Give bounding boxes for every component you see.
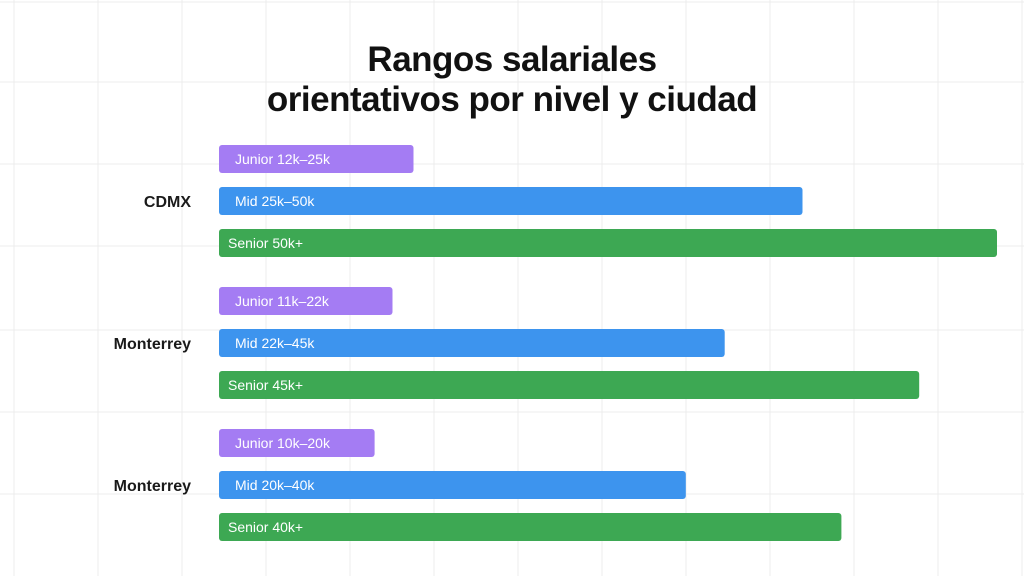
bar-junior	[219, 145, 414, 173]
bar-mid	[219, 187, 803, 215]
bar-label: Senior 45k+	[228, 377, 303, 393]
bar-label: Junior 11k–22k	[235, 293, 330, 309]
city-label: Monterrey	[114, 478, 191, 495]
bar-junior	[219, 429, 375, 457]
bar-label: Senior 50k+	[228, 235, 303, 251]
bar-mid	[219, 329, 725, 357]
bar-junior	[219, 287, 393, 315]
city-label: CDMX	[144, 194, 191, 211]
bar-label: Mid 22k–45k	[235, 335, 315, 351]
bar-label: Mid 20k–40k	[235, 477, 315, 493]
bar-mid	[219, 471, 686, 499]
bar-label: Senior 40k+	[228, 519, 303, 535]
city-label: Monterrey	[114, 336, 191, 353]
chart-title: Rangos salariales orientativos por nivel…	[0, 40, 1024, 120]
bar-senior	[219, 229, 997, 257]
bar-label: Mid 25k–50k	[235, 193, 315, 209]
bar-label: Junior 12k–25k	[235, 151, 331, 167]
chart-title-line-1: Rangos salariales	[367, 40, 657, 79]
bar-senior	[219, 513, 842, 541]
bar-senior	[219, 371, 920, 399]
chart-title-line-2: orientativos por nivel y ciudad	[266, 80, 758, 119]
bar-label: Junior 10k–20k	[235, 435, 331, 451]
